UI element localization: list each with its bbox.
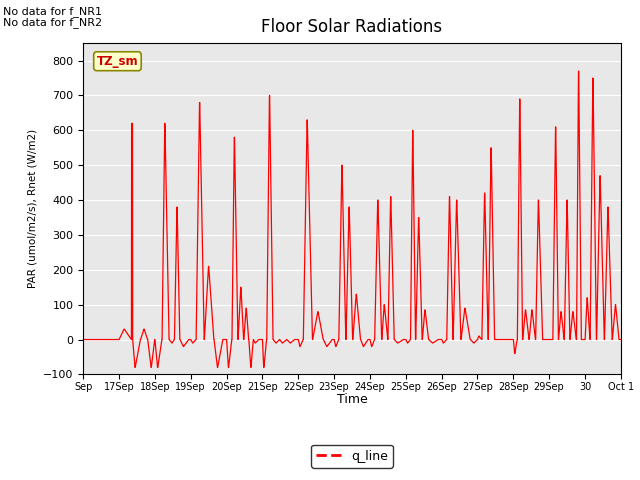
Text: No data for f_NR1: No data for f_NR1 (3, 6, 102, 17)
X-axis label: Time: Time (337, 394, 367, 407)
Y-axis label: PAR (umol/m2/s), Rnet (W/m2): PAR (umol/m2/s), Rnet (W/m2) (28, 129, 38, 288)
Text: TZ_sm: TZ_sm (97, 55, 138, 68)
Title: Floor Solar Radiations: Floor Solar Radiations (261, 18, 443, 36)
Legend: q_line: q_line (311, 444, 393, 468)
Text: No data for f_NR2: No data for f_NR2 (3, 17, 102, 28)
